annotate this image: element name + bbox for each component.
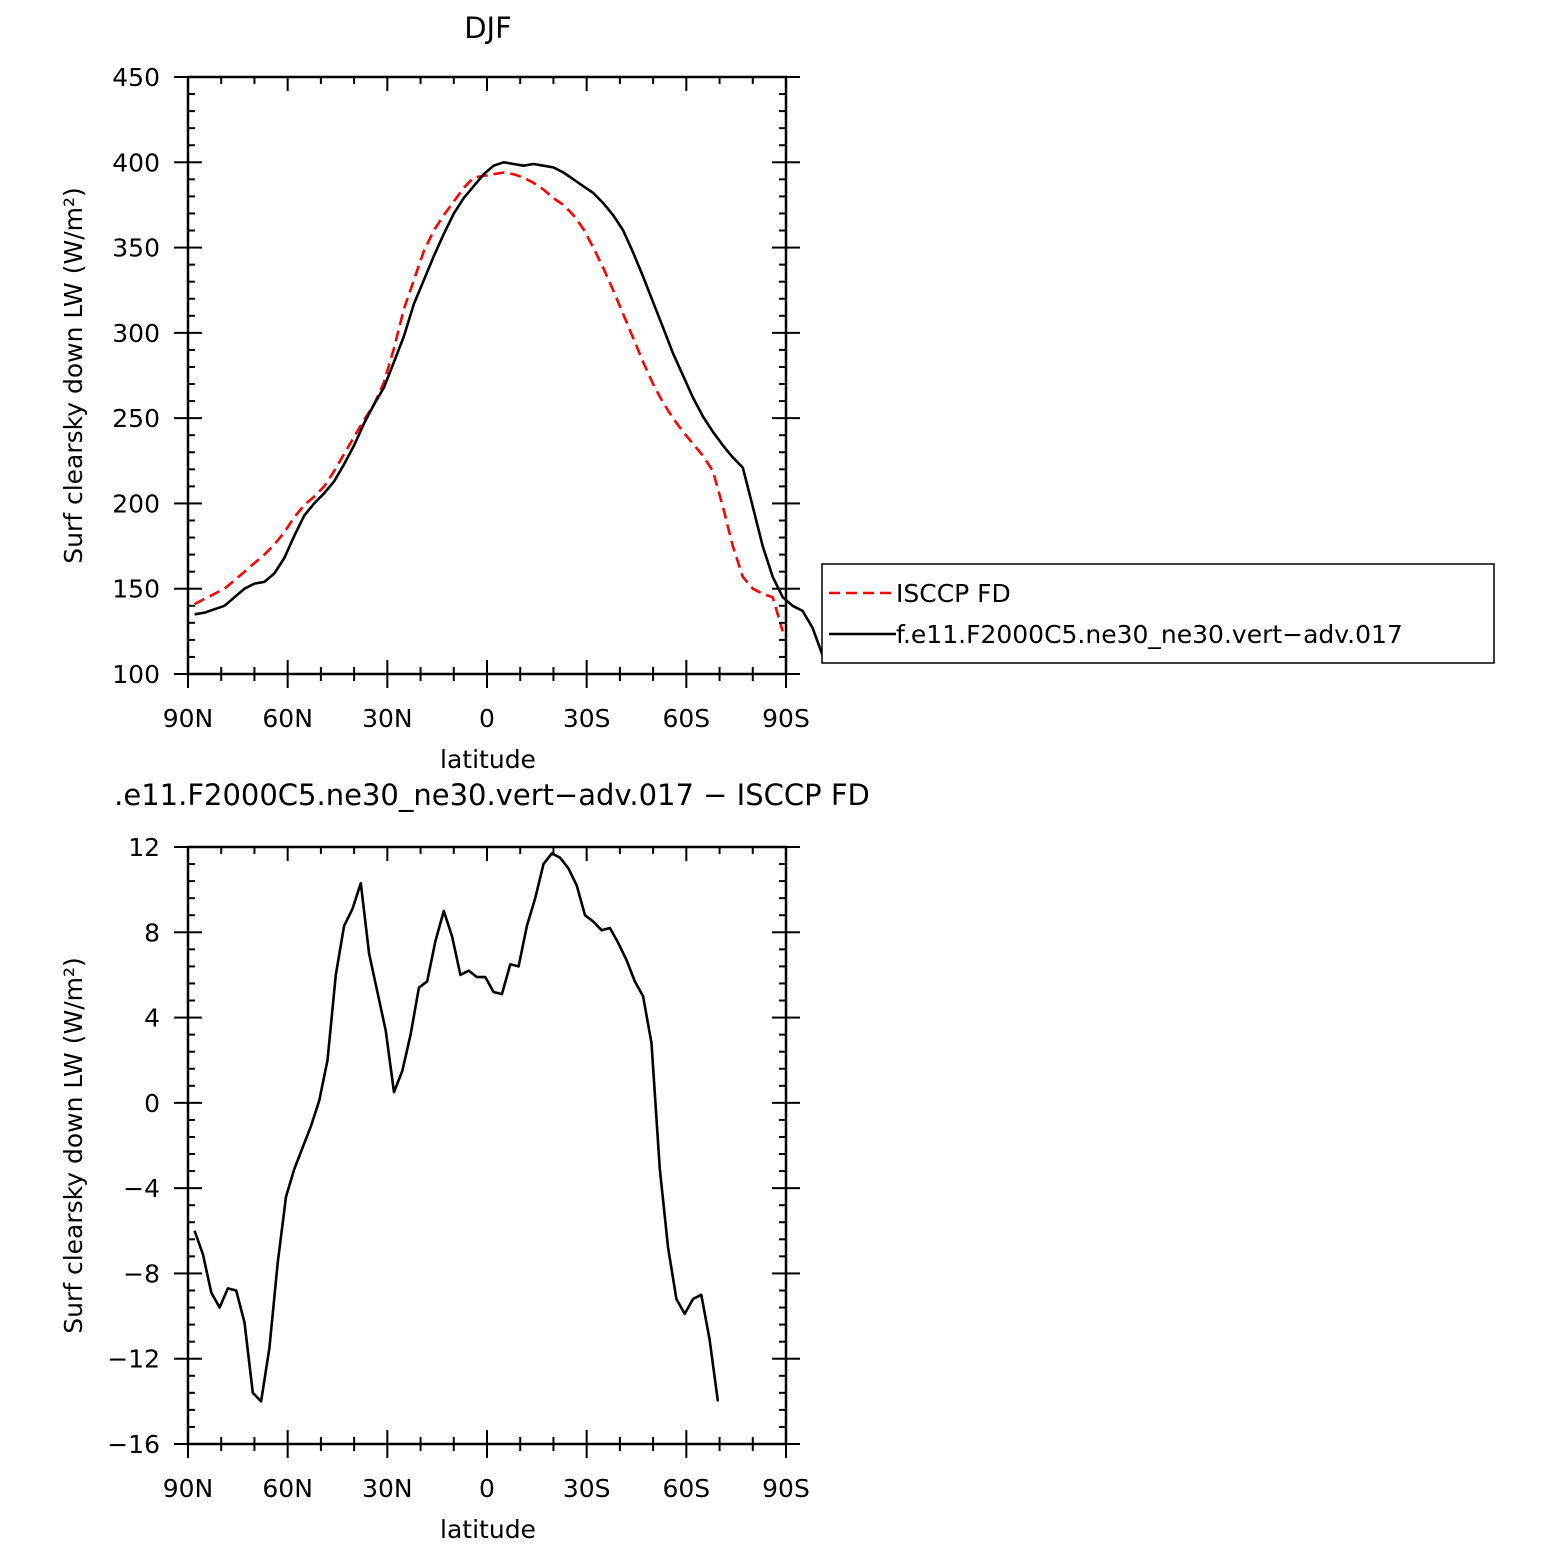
- x-tick-label: 30N: [362, 704, 413, 733]
- y-tick-label: 100: [112, 660, 160, 689]
- top-series-group: [194, 161, 824, 656]
- x-tick-label: 0: [479, 704, 495, 733]
- x-tick-label: 30S: [563, 704, 611, 733]
- y-tick-label: 400: [112, 148, 160, 177]
- x-tick-label: 90N: [163, 704, 214, 733]
- top-legend: ISCCP FD f.e11.F2000C5.ne30_ne30.vert−ad…: [821, 563, 1495, 664]
- x-tick-label: 60N: [262, 704, 313, 733]
- y-tick-label: 12: [128, 833, 160, 862]
- y-tick-label: 4: [144, 1004, 160, 1033]
- bottom-axis-ticks: 90N 60N 30N 0 30S 60S 90S −16 −12 −8 −4 0 4 8 12: [107, 833, 810, 1503]
- y-tick-label: −16: [107, 1430, 160, 1459]
- bottom-y-axis-label: Surf clearsky down LW (W/m²): [59, 957, 88, 1334]
- top-chart-title: DJF: [464, 11, 512, 45]
- x-tick-label: 90S: [762, 1474, 810, 1503]
- x-tick-label: 60S: [662, 1474, 710, 1503]
- y-tick-label: 200: [112, 489, 160, 518]
- bottom-series-line-0: [193, 852, 720, 1403]
- legend-box: [821, 563, 1495, 664]
- top-y-axis-label: Surf clearsky down LW (W/m²): [59, 187, 88, 564]
- y-tick-label: −8: [123, 1259, 160, 1288]
- bottom-x-axis-label: latitude: [440, 1515, 536, 1544]
- y-tick-label: 150: [112, 575, 160, 604]
- top-panel: DJF 90N 60N 30N 0 30S 60S 90S 100 150 200 250 300 35…: [59, 11, 1495, 774]
- x-tick-label: 60S: [662, 704, 710, 733]
- y-tick-label: 450: [112, 63, 160, 92]
- y-tick-label: 8: [144, 918, 160, 947]
- bottom-series-group: [193, 852, 720, 1403]
- x-tick-label: 30N: [362, 1474, 413, 1503]
- legend-label-model: f.e11.F2000C5.ne30_ne30.vert−adv.017: [896, 620, 1403, 649]
- x-tick-label: 30S: [563, 1474, 611, 1503]
- top-x-axis-label: latitude: [440, 745, 536, 774]
- x-tick-label: 90N: [163, 1474, 214, 1503]
- y-tick-label: 350: [112, 234, 160, 263]
- legend-label-isccp: ISCCP FD: [896, 579, 1011, 608]
- x-tick-label: 90S: [762, 704, 810, 733]
- top-plot-frame: [186, 75, 788, 676]
- top-axis-ticks: 90N 60N 30N 0 30S 60S 90S 100 150 200 250 300 350 400…: [112, 63, 810, 733]
- x-tick-label: 0: [479, 1474, 495, 1503]
- y-tick-label: 250: [112, 404, 160, 433]
- y-tick-label: −12: [107, 1345, 160, 1374]
- bottom-panel: .e11.F2000C5.ne30_ne30.vert−adv.017 − IS…: [59, 778, 870, 1544]
- top-series-line-1: [194, 161, 824, 656]
- y-tick-label: −4: [123, 1174, 160, 1203]
- y-tick-label: 300: [112, 319, 160, 348]
- bottom-chart-title: .e11.F2000C5.ne30_ne30.vert−adv.017 − IS…: [114, 778, 870, 812]
- x-tick-label: 60N: [262, 1474, 313, 1503]
- bottom-plot-frame: [186, 845, 788, 1446]
- y-tick-label: 0: [144, 1089, 160, 1118]
